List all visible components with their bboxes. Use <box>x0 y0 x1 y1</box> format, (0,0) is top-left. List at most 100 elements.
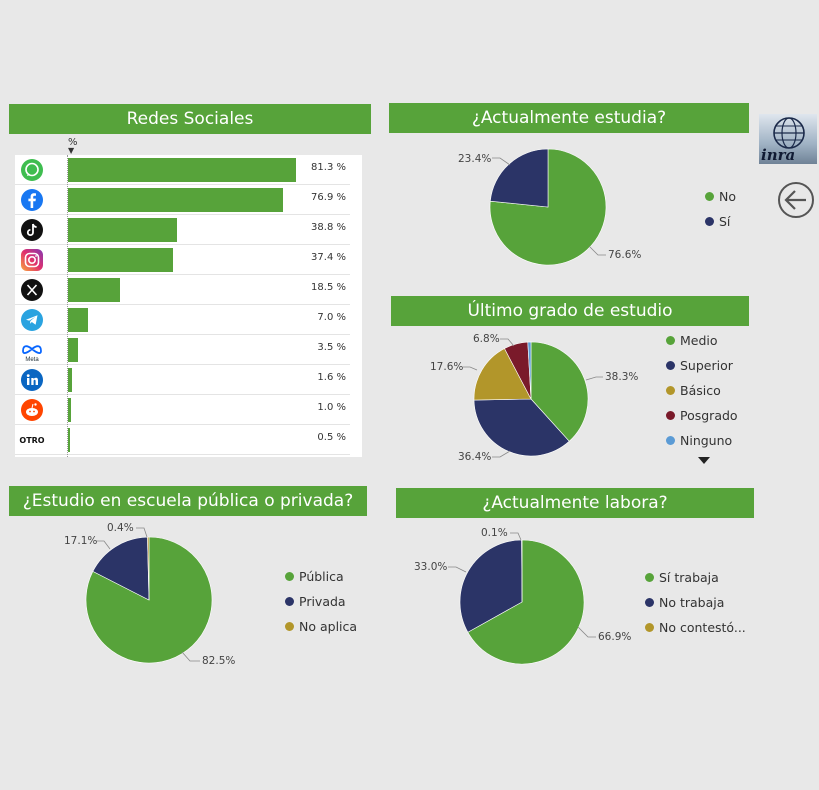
telegram-icon <box>19 307 45 333</box>
work-title: ¿Actualmente labora? <box>396 488 754 518</box>
bar[interactable] <box>68 218 177 242</box>
pie-slice-no[interactable] <box>489 148 607 266</box>
pie-value-label: 82.5% <box>202 655 236 667</box>
pie-slice-no-aplica[interactable] <box>147 536 150 601</box>
bar[interactable] <box>68 338 78 362</box>
pie-slice-medio[interactable] <box>530 341 589 442</box>
bar[interactable] <box>68 188 284 212</box>
bar-row[interactable]: 38.8 % <box>15 215 350 245</box>
bar-row[interactable]: 81.3 % <box>15 155 350 185</box>
bar-value-label: 18.5 % <box>311 282 346 293</box>
pie-value-label: 76.6% <box>608 249 642 261</box>
bar[interactable] <box>68 368 73 392</box>
pie-slice-básico[interactable] <box>473 348 532 401</box>
legend-label: No <box>719 189 736 204</box>
bar[interactable] <box>68 398 71 422</box>
bar[interactable] <box>68 278 120 302</box>
legend-label: Medio <box>680 333 718 348</box>
legend-item[interactable]: Básico <box>666 383 721 398</box>
bar-row[interactable]: 37.4 % <box>15 245 350 275</box>
back-arrow-button[interactable] <box>777 181 815 219</box>
bar-row[interactable]: 1.0 % <box>15 395 350 425</box>
pie-value-label: 6.8% <box>473 333 500 345</box>
legend-item[interactable]: Sí <box>705 214 730 229</box>
leader-line <box>463 366 478 371</box>
leader-line <box>492 157 511 166</box>
bar-row[interactable]: OTRO 0.5 % <box>15 425 350 455</box>
bar-value-label: 1.0 % <box>317 402 346 413</box>
bar[interactable] <box>68 158 296 182</box>
legend-item[interactable]: Superior <box>666 358 733 373</box>
legend-item[interactable]: Medio <box>666 333 718 348</box>
legend-swatch <box>666 386 675 395</box>
pie-value-label: 0.1% <box>481 527 508 539</box>
pie-value-label: 0.4% <box>107 522 134 534</box>
bar-row[interactable]: Meta 3.5 % <box>15 335 350 365</box>
legend-item[interactable]: Pública <box>285 569 344 584</box>
legend-swatch <box>666 361 675 370</box>
leader-line <box>588 245 606 256</box>
social-bar-chart: 81.3 % 76.9 % 38.8 % 37.4 % 18.5 % 7.0 % Meta 3… <box>15 155 362 457</box>
pie-slice-sí-trabaja[interactable] <box>467 539 585 665</box>
bar-row[interactable]: 1.6 % <box>15 365 350 395</box>
studying-title: ¿Actualmente estudia? <box>389 103 749 133</box>
facebook-icon <box>19 187 45 213</box>
bar[interactable] <box>68 248 173 272</box>
bar[interactable] <box>68 308 88 332</box>
tiktok-icon <box>19 217 45 243</box>
pie-slice-sí[interactable] <box>489 148 549 208</box>
bar-value-label: 81.3 % <box>311 162 346 173</box>
pie-slice-privada[interactable] <box>92 536 150 601</box>
pie-value-label: 66.9% <box>598 631 632 643</box>
legend-label: Sí trabaja <box>659 570 719 585</box>
leader-line <box>181 651 200 662</box>
bar-row[interactable]: 7.0 % <box>15 305 350 335</box>
pie-slice-no-trabaja[interactable] <box>459 539 523 633</box>
whatsapp-icon <box>19 157 45 183</box>
leader-line <box>136 527 148 538</box>
school-title: ¿Estudio en escuela pública o privada? <box>9 486 367 516</box>
legend-swatch <box>645 598 654 607</box>
legend-swatch <box>666 336 675 345</box>
legend-item[interactable]: No <box>705 189 736 204</box>
legend-item[interactable]: Sí trabaja <box>645 570 719 585</box>
leader-line <box>577 626 596 638</box>
leader-line <box>510 532 522 541</box>
inra-logo: inra <box>759 114 817 164</box>
bar-value-label: 1.6 % <box>317 372 346 383</box>
bar-row[interactable]: 76.9 % <box>15 185 350 215</box>
bar-value-label: 38.8 % <box>311 222 346 233</box>
legend-swatch <box>645 623 654 632</box>
pie-slice-ninguno[interactable] <box>527 341 532 400</box>
meta-icon: Meta <box>19 337 45 363</box>
meta-icon-text: Meta <box>25 357 39 363</box>
bar[interactable] <box>68 428 70 452</box>
sort-header[interactable]: % ▼ <box>68 137 78 155</box>
legend-swatch <box>705 217 714 226</box>
legend-swatch <box>645 573 654 582</box>
legend-swatch <box>666 411 675 420</box>
bar-row[interactable]: 18.5 % <box>15 275 350 305</box>
logo-text: inra <box>761 146 796 164</box>
reddit-icon <box>19 397 45 423</box>
pie-value-label: 23.4% <box>458 153 492 165</box>
legend-label: Sí <box>719 214 731 229</box>
x-icon <box>19 277 45 303</box>
legend-label: No trabaja <box>659 595 725 610</box>
bar-axis-line <box>67 155 68 457</box>
legend-item[interactable]: Ninguno <box>666 433 732 448</box>
legend-swatch <box>285 597 294 606</box>
legend-label: Pública <box>299 569 344 584</box>
legend-item[interactable]: No contestó... <box>645 620 746 635</box>
legend-item[interactable]: No trabaja <box>645 595 724 610</box>
legend-item[interactable]: No aplica <box>285 619 357 634</box>
legend-label: No aplica <box>299 619 358 634</box>
leader-line <box>448 566 467 573</box>
bar-value-label: 0.5 % <box>317 432 346 443</box>
legend-scroll-down-icon[interactable] <box>698 457 710 464</box>
linkedin-icon <box>19 367 45 393</box>
bar-value-label: 7.0 % <box>317 312 346 323</box>
leader-line <box>585 376 603 381</box>
legend-item[interactable]: Privada <box>285 594 346 609</box>
legend-item[interactable]: Posgrado <box>666 408 738 423</box>
